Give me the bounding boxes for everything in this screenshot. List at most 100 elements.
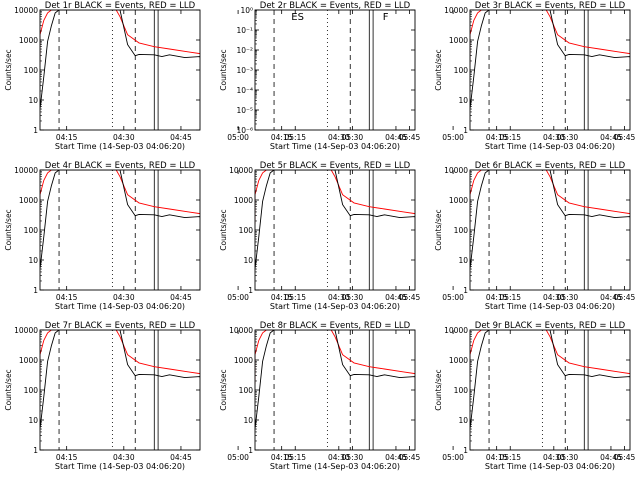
series-events (40, 10, 200, 110)
y-tick-label: 1000 (234, 196, 253, 205)
x-tick-label: 04:45 (385, 133, 407, 142)
y-tick-label: 10000 (14, 6, 38, 15)
x-tick-label: 04:45 (385, 453, 407, 462)
series-lld (470, 10, 630, 64)
flag-label: L (531, 332, 537, 343)
x-tick-label: 05:15 (499, 133, 521, 142)
series-events (255, 170, 415, 270)
plot-area: L (470, 330, 630, 450)
y-tick-label: 10⁻⁵ (236, 106, 253, 115)
series-events (470, 170, 630, 270)
series-events (255, 330, 415, 430)
x-tick-label: 05:15 (499, 293, 521, 302)
y-tick-label: 10 (458, 416, 468, 425)
panel-title: Det 9r BLACK = Events, RED = LLD (475, 321, 626, 331)
y-tick-label: 10⁻³ (236, 66, 253, 75)
y-tick-label: 10000 (229, 326, 253, 335)
panel-7: Det 7r BLACK = Events, RED = LLD L 1 10 100 1… (4, 321, 421, 471)
panel-8: Det 8r BLACK = Events, RED = LLDL1101001… (219, 321, 636, 471)
x-tick-label: 05:30 (342, 453, 364, 462)
x-tick-label: 04:45 (170, 293, 192, 302)
series-lld (255, 330, 415, 384)
y-tick-label: 1 (463, 126, 468, 135)
y-tick-label: 100 (239, 386, 254, 395)
series-events (40, 170, 200, 270)
x-tick-label: 05:00 (442, 293, 464, 302)
panel-frame (469, 169, 631, 291)
panel-title: Det 1r BLACK = Events, RED = LLD (45, 1, 196, 11)
panel-frame (39, 169, 201, 291)
x-tick-label: 04:15 (271, 133, 293, 142)
x-tick-label: 05:45 (614, 133, 636, 142)
plot-area (255, 170, 415, 290)
x-axis-label: Start Time (14-Sep-03 04:06:20) (485, 302, 615, 311)
y-tick-label: 10 (28, 96, 38, 105)
flag-label: L (316, 332, 322, 343)
x-tick-label: 05:30 (342, 293, 364, 302)
y-tick-label: 1 (33, 446, 38, 455)
x-axis-label: Start Time (14-Sep-03 04:06:20) (270, 462, 400, 471)
y-tick-label: 10000 (229, 166, 253, 175)
panel-title: Det 5r BLACK = Events, RED = LLD (260, 161, 411, 171)
x-axis-label: Start Time (14-Sep-03 04:06:20) (55, 462, 185, 471)
y-tick-label: 10000 (14, 166, 38, 175)
flag-label: FF (432, 12, 444, 23)
x-tick-label: 05:45 (399, 133, 421, 142)
x-tick-label: 04:15 (56, 293, 78, 302)
series-lld (40, 10, 200, 64)
y-tick-label: 10000 (444, 326, 468, 335)
y-tick-label: 1 (33, 126, 38, 135)
y-tick-label: 1000 (449, 356, 468, 365)
x-tick-label: 04:45 (600, 293, 622, 302)
y-tick-label: 1000 (19, 356, 38, 365)
x-tick-label: 04:30 (328, 293, 350, 302)
y-tick-label: 10⁻⁶ (236, 126, 253, 135)
panel-frame (469, 9, 631, 131)
y-tick-label: 100 (454, 386, 469, 395)
x-tick-label: 04:30 (113, 293, 135, 302)
y-tick-label: 100 (454, 226, 469, 235)
y-axis-label: Counts/sec (4, 209, 13, 250)
plot-area: ES F FF E (273, 10, 444, 130)
panel-title: Det 7r BLACK = Events, RED = LLD (45, 321, 196, 331)
panel-title: Det 6r BLACK = Events, RED = LLD (475, 161, 626, 171)
x-tick-label: 05:00 (227, 453, 249, 462)
flag-label: ES (291, 12, 304, 23)
panel-title: Det 4r BLACK = Events, RED = LLD (45, 161, 196, 171)
x-tick-label: 04:15 (271, 453, 293, 462)
x-tick-label: 04:15 (56, 133, 78, 142)
x-tick-label: 05:30 (557, 133, 579, 142)
y-tick-label: 100 (239, 226, 254, 235)
y-tick-label: 10⁰ (240, 6, 253, 15)
x-tick-label: 05:45 (614, 293, 636, 302)
x-tick-label: 04:15 (486, 293, 508, 302)
y-tick-label: 10 (28, 416, 38, 425)
plot-area: L (470, 10, 630, 130)
panel-frame (39, 9, 201, 131)
x-tick-label: 05:00 (227, 293, 249, 302)
series-lld (255, 170, 415, 224)
x-tick-label: 04:45 (170, 133, 192, 142)
x-tick-label: 05:15 (284, 293, 306, 302)
plot-area: L (470, 170, 630, 290)
x-axis-label: Start Time (14-Sep-03 04:06:20) (485, 142, 615, 151)
panel-4: Det 4r BLACK = Events, RED = LLD L 1 10 100 1… (4, 161, 421, 311)
plot-area: L (40, 10, 200, 130)
y-axis-label: Counts/sec (219, 49, 228, 90)
plot-area: L (40, 170, 200, 290)
x-tick-label: 05:00 (442, 453, 464, 462)
x-tick-label: 05:00 (442, 133, 464, 142)
y-axis-label: Counts/sec (434, 369, 443, 410)
y-axis-label: Counts/sec (434, 49, 443, 90)
plot-area: L (40, 330, 322, 450)
x-tick-label: 04:15 (486, 453, 508, 462)
x-tick-label: 05:00 (227, 133, 249, 142)
x-tick-label: 04:45 (385, 293, 407, 302)
panel-title: Det 2r BLACK = Events, RED = LLD (260, 1, 411, 11)
series-events (40, 330, 200, 430)
y-tick-label: 10 (243, 256, 253, 265)
